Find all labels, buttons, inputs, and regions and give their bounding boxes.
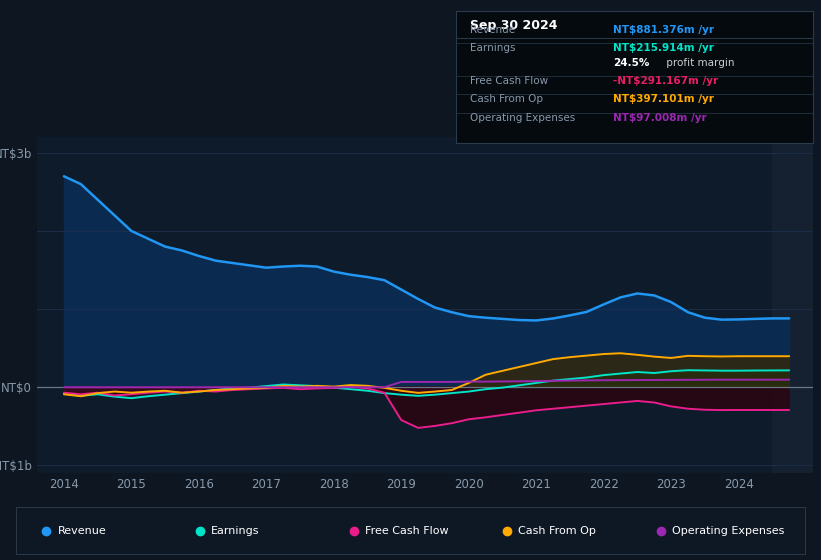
Text: Earnings: Earnings — [211, 526, 259, 535]
Text: Sep 30 2024: Sep 30 2024 — [470, 19, 557, 32]
Text: NT$215.914m /yr: NT$215.914m /yr — [612, 43, 713, 53]
Text: Free Cash Flow: Free Cash Flow — [365, 526, 448, 535]
Text: Earnings: Earnings — [470, 43, 516, 53]
Text: NT$97.008m /yr: NT$97.008m /yr — [612, 113, 706, 123]
Text: profit margin: profit margin — [663, 58, 734, 68]
Text: 24.5%: 24.5% — [612, 58, 649, 68]
Text: Operating Expenses: Operating Expenses — [672, 526, 785, 535]
Text: Revenue: Revenue — [57, 526, 106, 535]
Text: Free Cash Flow: Free Cash Flow — [470, 76, 548, 86]
Text: Cash From Op: Cash From Op — [519, 526, 596, 535]
Text: NT$397.101m /yr: NT$397.101m /yr — [612, 95, 713, 104]
Text: Operating Expenses: Operating Expenses — [470, 113, 576, 123]
Text: Cash From Op: Cash From Op — [470, 95, 543, 104]
Text: Revenue: Revenue — [470, 25, 515, 35]
Bar — [773, 137, 813, 473]
Text: -NT$291.167m /yr: -NT$291.167m /yr — [612, 76, 718, 86]
Text: NT$881.376m /yr: NT$881.376m /yr — [612, 25, 713, 35]
